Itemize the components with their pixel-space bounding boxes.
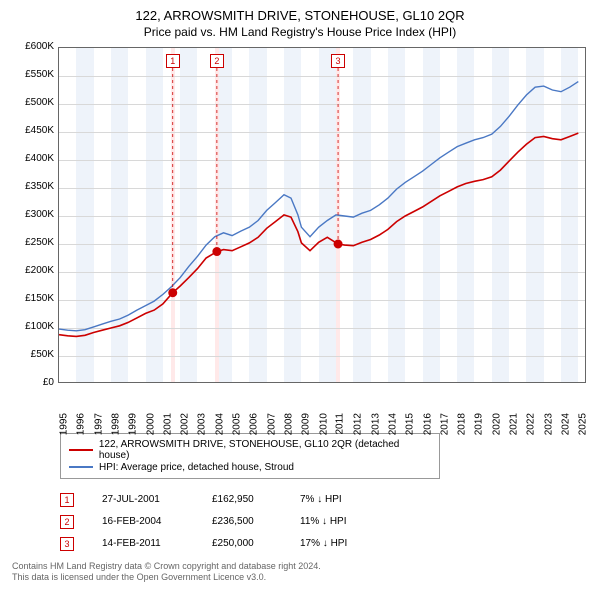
sale-row: 1 27-JUL-2001 £162,950 7% ↓ HPI [60, 489, 590, 511]
x-tick-label: 2012 [353, 413, 364, 435]
sale-marker-box: 3 [331, 54, 345, 68]
y-tick-label: £150K [10, 293, 54, 304]
y-tick-label: £400K [10, 153, 54, 164]
sale-row-marker: 3 [60, 537, 74, 551]
x-tick-label: 2020 [491, 413, 502, 435]
x-tick-label: 2013 [370, 413, 381, 435]
x-tick-label: 1995 [58, 413, 69, 435]
sale-diff: 11% ↓ HPI [300, 516, 370, 527]
y-tick-label: £0 [10, 377, 54, 388]
y-tick-label: £200K [10, 265, 54, 276]
y-tick-label: £600K [10, 41, 54, 52]
series-hpi [59, 82, 578, 331]
x-tick-label: 2017 [439, 413, 450, 435]
chart-subtitle: Price paid vs. HM Land Registry's House … [10, 25, 590, 39]
legend-swatch [69, 466, 93, 468]
legend: 122, ARROWSMITH DRIVE, STONEHOUSE, GL10 … [60, 433, 440, 479]
x-tick-label: 2021 [508, 413, 519, 435]
x-tick-label: 2003 [197, 413, 208, 435]
y-tick-label: £100K [10, 321, 54, 332]
sale-row: 2 16-FEB-2004 £236,500 11% ↓ HPI [60, 511, 590, 533]
footer-line1: Contains HM Land Registry data © Crown c… [12, 561, 590, 573]
chart-area: 1 2 3 £0 £50K £100K £150K £200K £250K £300K £350K… [10, 47, 590, 427]
plot-area: 1 2 3 [58, 47, 586, 383]
x-tick-label: 2008 [283, 413, 294, 435]
y-tick-label: £250K [10, 237, 54, 248]
legend-swatch [69, 449, 93, 451]
x-tick-label: 2011 [334, 413, 345, 435]
x-tick-label: 2005 [231, 413, 242, 435]
sale-date: 27-JUL-2001 [102, 494, 184, 505]
x-tick-label: 2014 [387, 413, 398, 435]
legend-item: HPI: Average price, detached house, Stro… [69, 462, 431, 473]
sale-price: £250,000 [212, 538, 272, 549]
x-tick-label: 2016 [422, 413, 433, 435]
x-tick-label: 1997 [93, 413, 104, 435]
y-tick-label: £500K [10, 97, 54, 108]
x-tick-label: 2019 [474, 413, 485, 435]
legend-label: 122, ARROWSMITH DRIVE, STONEHOUSE, GL10 … [99, 439, 431, 461]
x-tick-label: 2010 [318, 413, 329, 435]
x-tick-label: 2025 [578, 413, 589, 435]
x-tick-label: 2018 [456, 413, 467, 435]
y-tick-label: £450K [10, 125, 54, 136]
x-tick-label: 2024 [560, 413, 571, 435]
x-tick-label: 1996 [76, 413, 87, 435]
x-tick-label: 2009 [301, 413, 312, 435]
sale-diff: 17% ↓ HPI [300, 538, 370, 549]
sale-row-marker: 2 [60, 515, 74, 529]
y-tick-label: £300K [10, 209, 54, 220]
sale-date: 14-FEB-2011 [102, 538, 184, 549]
footer-line2: This data is licensed under the Open Gov… [12, 572, 590, 584]
chart-title: 122, ARROWSMITH DRIVE, STONEHOUSE, GL10 … [10, 8, 590, 23]
x-tick-label: 2023 [543, 413, 554, 435]
sale-row: 3 14-FEB-2011 £250,000 17% ↓ HPI [60, 533, 590, 555]
sale-date: 16-FEB-2004 [102, 516, 184, 527]
sales-table: 1 27-JUL-2001 £162,950 7% ↓ HPI 2 16-FEB-2004… [60, 489, 590, 555]
y-tick-label: £550K [10, 69, 54, 80]
legend-item: 122, ARROWSMITH DRIVE, STONEHOUSE, GL10 … [69, 439, 431, 461]
y-tick-label: £50K [10, 349, 54, 360]
x-tick-label: 2015 [404, 413, 415, 435]
x-tick-label: 1999 [127, 413, 138, 435]
x-tick-label: 2006 [249, 413, 260, 435]
y-tick-label: £350K [10, 181, 54, 192]
sale-marker-box: 1 [166, 54, 180, 68]
x-tick-label: 2001 [162, 413, 173, 435]
sale-row-marker: 1 [60, 493, 74, 507]
x-tick-label: 2002 [179, 413, 190, 435]
sale-price: £162,950 [212, 494, 272, 505]
legend-label: HPI: Average price, detached house, Stro… [99, 462, 294, 473]
sale-price: £236,500 [212, 516, 272, 527]
x-tick-label: 2007 [266, 413, 277, 435]
lines-svg [59, 48, 587, 384]
sale-diff: 7% ↓ HPI [300, 494, 370, 505]
chart-container: 122, ARROWSMITH DRIVE, STONEHOUSE, GL10 … [0, 0, 600, 590]
x-tick-label: 2022 [526, 413, 537, 435]
x-tick-label: 1998 [110, 413, 121, 435]
sale-marker-box: 2 [210, 54, 224, 68]
footer: Contains HM Land Registry data © Crown c… [12, 561, 590, 584]
x-tick-label: 2004 [214, 413, 225, 435]
x-tick-label: 2000 [145, 413, 156, 435]
series-price_paid [59, 133, 578, 336]
